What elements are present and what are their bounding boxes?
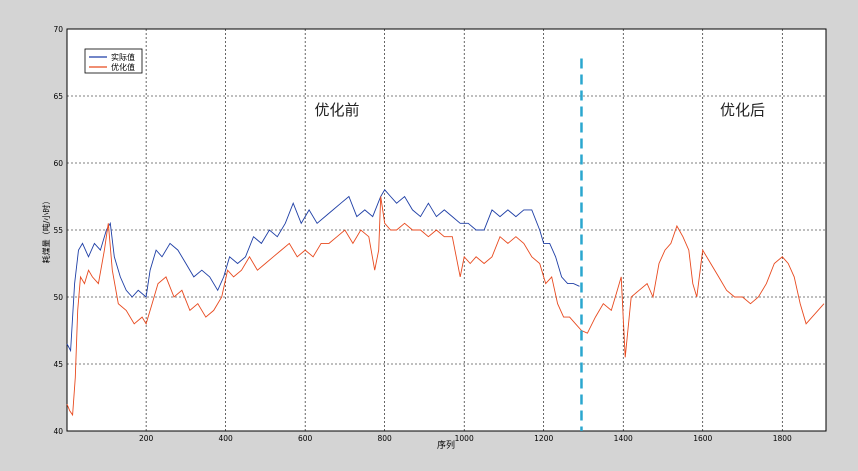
y-tick-label: 70 [53, 25, 63, 34]
series-group [66, 189, 825, 417]
legend-box [84, 48, 143, 74]
annotation-before-optimization: 优化前 [314, 101, 359, 119]
annotations: 优化前 优化后 [314, 58, 765, 431]
x-tick-label: 800 [378, 434, 393, 443]
x-tick-label: 200 [139, 434, 154, 443]
x-tick-label: 1200 [534, 434, 553, 443]
axis-ticks: 200 400 600 800 1000 1200 1400 1600 1800 40 45 50 55… [53, 25, 792, 443]
x-tick-label: 1800 [773, 434, 792, 443]
grid [67, 29, 826, 431]
x-tick-label: 1000 [455, 434, 474, 443]
annotation-after-optimization: 优化后 [720, 101, 765, 119]
series-line-optimized [66, 196, 825, 417]
x-tick-label: 1600 [693, 434, 712, 443]
y-tick-label: 60 [53, 159, 63, 168]
y-tick-label: 55 [53, 226, 63, 235]
y-tick-label: 50 [53, 293, 63, 302]
y-tick-label: 45 [53, 360, 63, 369]
legend-label-optimized: 优化值 [111, 62, 135, 72]
x-tick-label: 600 [298, 434, 313, 443]
series-line-actual [66, 189, 580, 353]
legend-label-actual: 实际值 [111, 52, 135, 62]
x-axis-label: 序列 [437, 439, 455, 451]
y-axis-label: 耗煤量（吨/小时） [41, 197, 51, 264]
y-tick-label: 65 [53, 92, 63, 101]
legend: 实际值 优化值 [84, 48, 143, 74]
y-tick-label: 40 [53, 427, 63, 436]
x-tick-label: 1400 [614, 434, 633, 443]
x-tick-label: 400 [218, 434, 233, 443]
